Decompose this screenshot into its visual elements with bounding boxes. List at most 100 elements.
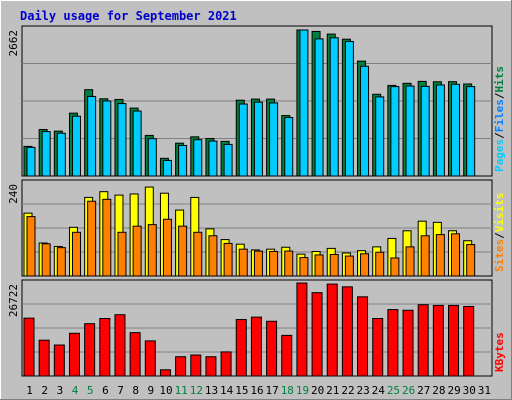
legend-entry: / (493, 132, 506, 139)
legend-entry: KBytes (493, 332, 506, 372)
bar-sites-day-1 (26, 216, 36, 277)
chart-panels: 2662Pages/Files/Hits240Sites/Visits26722… (7, 25, 506, 377)
legend-hits-files-pages: Pages/Files/Hits (493, 66, 506, 172)
bar-kbytes-day-29 (448, 304, 460, 377)
bar-sites-day-2 (41, 243, 51, 277)
bar-kbytes-day-4 (68, 332, 80, 377)
x-tick-day-7: 7 (117, 384, 124, 397)
bar-sites-day-13 (208, 235, 218, 277)
x-tick-day-2: 2 (41, 384, 48, 397)
bar-files-day-13 (208, 140, 218, 177)
bar-files-day-9 (147, 138, 157, 177)
legend-visits-sites: Sites/Visits (493, 193, 506, 273)
bar-sites-day-7 (117, 231, 127, 277)
legend-entry: / (493, 92, 506, 99)
bar-kbytes-day-24 (372, 318, 384, 377)
bar-kbytes-day-16 (250, 316, 262, 377)
bar-sites-day-28 (435, 234, 445, 277)
bar-kbytes-day-1 (23, 317, 35, 377)
x-tick-day-6: 6 (102, 384, 109, 397)
bar-kbytes-day-21 (326, 283, 338, 377)
bar-files-day-6 (102, 100, 112, 177)
bar-files-day-8 (132, 110, 142, 177)
bar-sites-day-30 (466, 244, 476, 277)
legend-entry: Hits (493, 66, 506, 93)
y-max-label: 26722 (7, 284, 20, 317)
bar-kbytes-day-15 (235, 319, 247, 377)
x-tick-day-16: 16 (250, 384, 263, 397)
x-tick-day-3: 3 (57, 384, 64, 397)
bar-files-day-26 (405, 85, 415, 177)
series-kbytes (23, 282, 475, 377)
x-tick-day-18: 18 (281, 384, 294, 397)
bar-kbytes-day-12 (190, 354, 202, 377)
bar-files-day-27 (420, 85, 430, 177)
bar-sites-day-10 (162, 218, 172, 277)
bar-sites-day-26 (405, 246, 415, 277)
x-tick-day-8: 8 (132, 384, 139, 397)
bar-sites-day-5 (87, 200, 97, 277)
bar-kbytes-day-8 (129, 332, 141, 377)
bar-files-day-15 (238, 103, 248, 177)
bar-files-day-18 (284, 117, 294, 177)
bar-kbytes-day-10 (159, 369, 171, 377)
bar-kbytes-day-7 (114, 314, 126, 377)
x-tick-day-31: 31 (478, 384, 491, 397)
bar-files-day-14 (223, 143, 233, 177)
bar-files-day-21 (329, 37, 339, 177)
bar-files-day-17 (269, 102, 279, 177)
bar-kbytes-day-26 (402, 309, 414, 377)
bar-kbytes-day-19 (296, 282, 308, 377)
bar-sites-day-11 (178, 225, 188, 277)
y-max-label: 240 (7, 184, 20, 204)
x-tick-day-28: 28 (432, 384, 445, 397)
x-tick-day-20: 20 (311, 384, 324, 397)
x-tick-day-15: 15 (235, 384, 248, 397)
x-tick-day-10: 10 (159, 384, 172, 397)
bar-kbytes-day-18 (281, 334, 293, 377)
series-files (26, 29, 476, 177)
bar-files-day-23 (360, 65, 370, 177)
bar-sites-day-6 (102, 198, 112, 277)
x-tick-day-1: 1 (26, 384, 33, 397)
bar-files-day-3 (56, 132, 66, 177)
bar-sites-day-16 (253, 250, 263, 277)
bar-kbytes-day-22 (341, 286, 353, 377)
x-tick-day-30: 30 (463, 384, 476, 397)
bar-sites-day-21 (329, 254, 339, 277)
bar-kbytes-day-2 (38, 339, 50, 377)
legend-entry: Files (493, 99, 506, 132)
bar-files-day-4 (71, 115, 81, 177)
bar-sites-day-20 (314, 254, 324, 277)
x-tick-day-26: 26 (402, 384, 415, 397)
legend-entry: / (493, 232, 506, 239)
x-tick-day-9: 9 (148, 384, 155, 397)
bar-files-day-29 (451, 83, 461, 177)
bar-files-day-7 (117, 103, 127, 177)
bar-files-day-16 (253, 101, 263, 177)
x-tick-day-5: 5 (87, 384, 94, 397)
bar-sites-day-22 (344, 255, 354, 277)
bar-kbytes-day-17 (266, 320, 278, 377)
bar-files-day-2 (41, 131, 51, 177)
x-tick-day-12: 12 (190, 384, 203, 397)
bar-kbytes-day-14 (220, 351, 232, 377)
legend-entry: Pages (493, 139, 506, 172)
x-tick-day-19: 19 (296, 384, 309, 397)
bar-sites-day-12 (193, 231, 203, 277)
bar-files-day-1 (26, 146, 36, 177)
bar-sites-day-15 (238, 248, 248, 277)
bar-kbytes-day-27 (417, 304, 429, 377)
bar-sites-day-3 (56, 247, 66, 277)
bar-kbytes-day-28 (432, 304, 444, 377)
bar-kbytes-day-23 (357, 296, 369, 377)
bar-sites-day-18 (284, 250, 294, 277)
bar-sites-day-14 (223, 242, 233, 277)
x-tick-day-11: 11 (175, 384, 188, 397)
x-tick-day-29: 29 (447, 384, 460, 397)
bar-kbytes-day-5 (84, 323, 96, 377)
bar-sites-day-9 (147, 224, 157, 277)
bar-kbytes-day-13 (205, 356, 217, 377)
x-tick-day-13: 13 (205, 384, 218, 397)
